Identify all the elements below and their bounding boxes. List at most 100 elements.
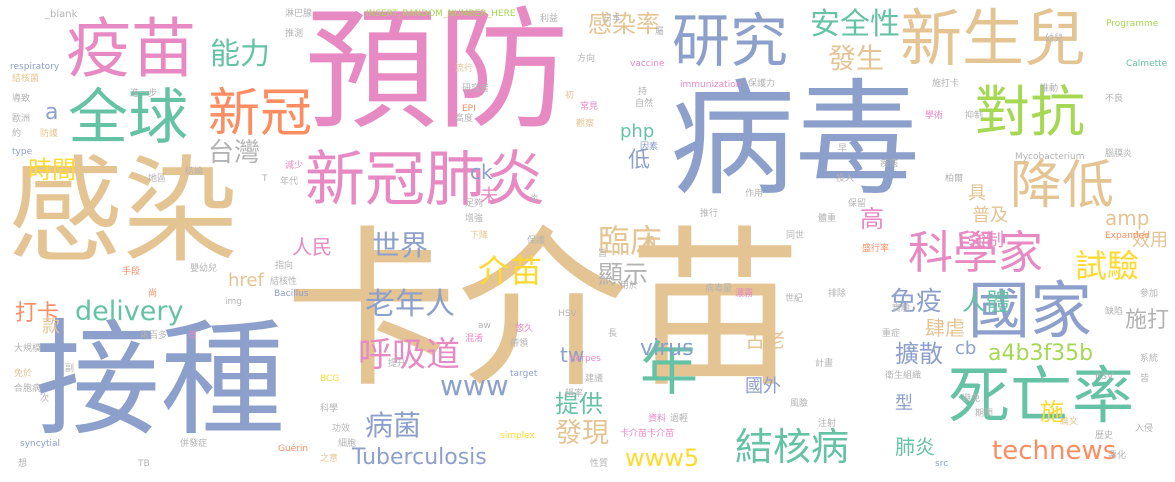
word: amp — [1105, 206, 1150, 230]
word: 科學 — [320, 404, 339, 414]
word: 悠久 — [515, 324, 534, 334]
word: 普及 — [972, 205, 1008, 226]
word: href — [228, 270, 264, 291]
word: 預防 — [305, 0, 569, 148]
word: EPI — [462, 104, 476, 114]
word: 對抗 — [975, 80, 1086, 144]
word: 導致 — [12, 94, 31, 104]
word: 細胞 — [338, 439, 357, 449]
word: 歷史 — [1095, 431, 1114, 441]
word: 施 — [1040, 398, 1064, 426]
word: 利益 — [540, 14, 559, 24]
word: 感染率 — [588, 10, 660, 38]
word: 期間 — [975, 409, 994, 419]
word: 淋巴腺 — [285, 9, 313, 19]
word: aw — [478, 321, 491, 331]
word: 長 — [608, 329, 618, 339]
word: 手段 — [122, 267, 141, 277]
word: 學術 — [925, 111, 944, 121]
word: 早 — [838, 144, 848, 154]
word: HSV — [558, 309, 577, 319]
word: 方向 — [577, 54, 596, 64]
word: 注射 — [818, 419, 837, 429]
word: img — [225, 297, 242, 307]
word: 免於 — [14, 369, 33, 379]
word: 國家 — [968, 274, 1093, 347]
word: 型 — [895, 393, 913, 414]
word: 卡介苗 — [285, 210, 801, 411]
word: 進一步 — [130, 89, 158, 99]
word: 盛行率 — [862, 244, 890, 254]
word: 古老 — [745, 328, 785, 352]
word: Programme — [1106, 19, 1159, 29]
word: a4b3f35b — [988, 341, 1094, 366]
word: 稱率 — [565, 389, 584, 399]
word: 觀察 — [576, 119, 595, 129]
word: 防護 — [40, 129, 59, 139]
word: 約 — [12, 129, 22, 139]
word: 能力 — [210, 37, 270, 72]
word: 之意 — [320, 454, 339, 464]
word: 擴散 — [895, 340, 943, 368]
word: 病毒 — [670, 68, 920, 213]
word: 論文 — [1060, 417, 1079, 427]
word: 施打卡 — [932, 79, 960, 89]
word: www5 — [625, 444, 700, 472]
word: 同世 — [786, 231, 805, 241]
word: 推動 — [1040, 84, 1059, 94]
word: 高度 — [455, 114, 474, 124]
word: 世紀 — [785, 294, 804, 304]
word: 肺炎 — [895, 435, 935, 459]
word: 卡介苗卡介苗 — [620, 429, 675, 439]
word: 安全性 — [810, 7, 900, 42]
word: 提供 — [555, 390, 603, 418]
word: _blank — [45, 9, 78, 20]
word: 首 — [188, 331, 198, 341]
word: 增強 — [465, 214, 484, 224]
word: 計畫 — [815, 359, 834, 369]
word: www — [440, 369, 509, 402]
word: 減少 — [285, 161, 304, 171]
word: 想 — [18, 459, 28, 469]
word: 效用 — [1132, 230, 1168, 251]
word: 結核菌 — [12, 74, 40, 84]
word: 未 — [480, 186, 498, 207]
word: 呼吸道 — [358, 335, 460, 375]
word: virus — [640, 336, 694, 361]
word: type — [12, 147, 33, 157]
word: RSV — [1095, 372, 1114, 382]
word: ck — [470, 160, 493, 184]
word: delivery — [75, 296, 184, 327]
word: src — [935, 459, 949, 469]
word: 降低 — [1010, 156, 1115, 216]
word: 持 — [638, 87, 648, 97]
word: 合胞病 — [14, 384, 42, 394]
word: 保留 — [848, 199, 867, 209]
word: 體重 — [818, 214, 837, 224]
word: 年 — [640, 335, 699, 403]
word: 新生兒 — [900, 2, 1087, 75]
word: 試驗 — [1075, 247, 1140, 285]
word: 研究 — [672, 7, 789, 75]
word: 臨床 — [598, 222, 663, 260]
word: 下降 — [470, 231, 489, 241]
word: 疫苗 — [66, 12, 197, 87]
word: 死亡率 — [948, 359, 1135, 432]
word: 感染 — [8, 145, 239, 279]
word: 接種 — [35, 308, 285, 453]
word: 過輕 — [670, 414, 689, 424]
word: 不良 — [1105, 94, 1124, 104]
word: 科學家 — [908, 226, 1044, 279]
word: Calmette — [1126, 59, 1168, 69]
word: Expanded — [1105, 231, 1150, 241]
word: 兩百多 — [140, 331, 168, 341]
word: 施打 — [1125, 308, 1170, 333]
word: 抑制 — [965, 111, 984, 121]
word: 新冠 — [208, 84, 313, 144]
word: 保護 — [527, 236, 546, 246]
word: 保護力 — [748, 79, 776, 89]
word: 款 — [42, 316, 60, 337]
word: 濃霧 — [735, 289, 754, 299]
word: 風險 — [790, 399, 809, 409]
word: 全球 — [68, 83, 188, 153]
